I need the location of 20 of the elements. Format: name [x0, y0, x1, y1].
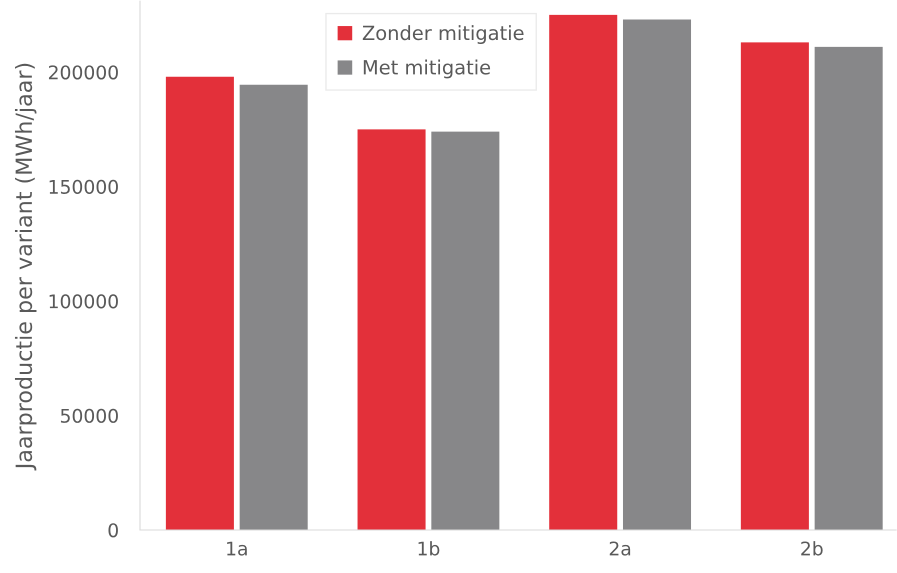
y-tick-label: 150000 — [50, 180, 118, 194]
bar — [740, 42, 809, 530]
y-tick-label: 0 — [108, 523, 118, 538]
x-tick-label: 2a — [610, 541, 630, 556]
x-tick-label: 1a — [227, 542, 247, 556]
bar — [166, 76, 234, 530]
bar — [814, 46, 883, 530]
x-tick-label: 2b — [801, 541, 823, 556]
legend-label: Zonder mitigatie — [362, 25, 524, 44]
bar — [622, 19, 692, 530]
legend-label: Met mitigatie — [364, 60, 490, 78]
bar — [431, 132, 500, 530]
bar — [240, 84, 308, 530]
y-axis-title: Jaarproductie per variant (MWh/jaar) — [14, 64, 36, 470]
y-tick-label: 200000 — [48, 65, 118, 80]
y-tick-label: 50000 — [60, 408, 118, 423]
x-tick-label: 1b — [418, 541, 440, 556]
y-tick-label: 100000 — [50, 294, 118, 308]
bar — [549, 14, 618, 530]
bar — [358, 129, 426, 530]
